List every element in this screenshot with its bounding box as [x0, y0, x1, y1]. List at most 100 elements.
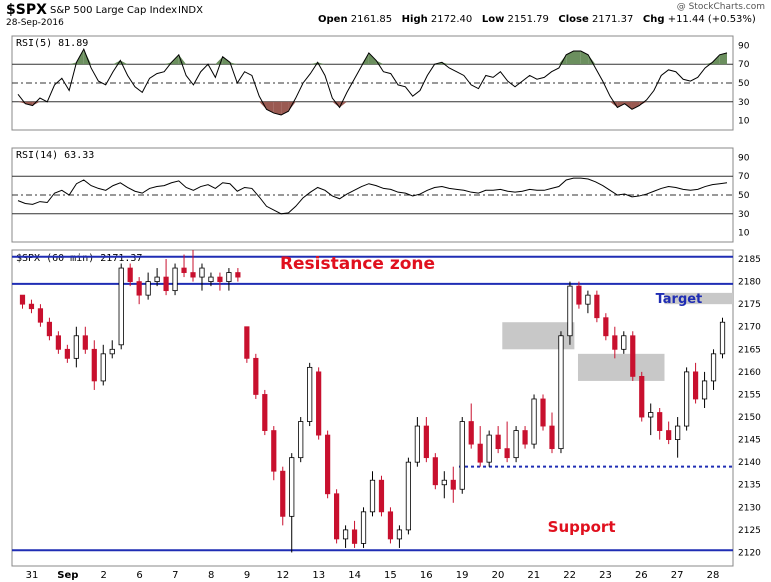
candle-body	[325, 434, 331, 495]
price-zone	[664, 292, 733, 305]
candle-body	[55, 335, 61, 350]
candle-body	[46, 321, 53, 337]
price-tick-label: 2135	[738, 481, 761, 491]
rsi5-tick-label: 50	[738, 79, 750, 89]
candle-body	[334, 493, 340, 540]
candle-body	[280, 470, 286, 517]
ohlc-readout: Open 2161.85 High 2172.40 Low 2151.79 Cl…	[318, 14, 756, 25]
rsi5-fill-over	[558, 54, 567, 65]
x-tick-label: 27	[671, 570, 684, 581]
rsi5-fill-under	[288, 101, 296, 112]
candle-body	[657, 412, 663, 431]
chg-value: +11.44 (+0.53%)	[667, 14, 756, 25]
x-tick-label: 2	[100, 570, 106, 581]
rsi5-fill-under	[18, 101, 26, 104]
chart-header: $SPX S&P 500 Large Cap Index INDX 28-Sep…	[0, 0, 771, 28]
candle-body	[684, 371, 690, 427]
price-title: $SPX (60 min) 2171.37	[16, 253, 142, 264]
candle-body	[163, 276, 169, 292]
rsi5-fill-over	[164, 62, 172, 65]
candle-body	[136, 281, 142, 296]
candle-body	[378, 479, 385, 513]
x-tick-label: 22	[563, 570, 576, 581]
price-panel: 2120 2125 2130 2135 2140 2145 2150 2155 2160 2165…	[11, 249, 761, 567]
rsi5-title: RSI(5) 81.89	[16, 38, 88, 49]
candle-body	[82, 335, 88, 350]
candle-body	[701, 380, 708, 400]
candle-body	[19, 294, 26, 305]
candle-body	[226, 272, 232, 283]
candle-body	[486, 434, 492, 463]
low-label: Low	[481, 14, 505, 25]
symbol: $SPX	[6, 2, 47, 18]
rsi5-fill-under	[332, 101, 340, 108]
candle-body	[351, 529, 358, 544]
rsi5-fill-under	[259, 101, 267, 110]
candle-body	[648, 412, 654, 418]
x-tick-label: 14	[348, 570, 361, 581]
candle-body	[28, 303, 35, 310]
rsi14-tick-label: 90	[738, 153, 750, 163]
candle-body	[73, 335, 79, 359]
rsi5-tick-label: 70	[738, 60, 750, 70]
close-label: Close	[558, 14, 589, 25]
price-zone	[577, 353, 665, 381]
candle-body	[558, 335, 564, 450]
open-label: Open	[318, 14, 348, 25]
open-value: 2161.85	[350, 14, 393, 25]
price-tick-label: 2180	[738, 278, 761, 288]
rsi14-tick-label: 30	[738, 210, 750, 220]
candle-body	[64, 348, 70, 359]
candle-body	[585, 294, 591, 305]
candle-body	[522, 430, 528, 445]
candle-body	[208, 276, 214, 283]
candle-body	[127, 267, 133, 282]
candle-body	[621, 335, 627, 350]
low-value: 2151.79	[507, 14, 549, 25]
candle-body	[710, 353, 717, 382]
candle-body	[540, 398, 546, 427]
price-tick-label: 2175	[738, 300, 761, 310]
rsi5-fill-over	[573, 51, 581, 65]
rsi5-fill-over	[178, 54, 187, 65]
candle-body	[271, 430, 277, 472]
price-frame	[11, 249, 734, 567]
x-tick-label: 31	[26, 570, 39, 581]
candle-body	[576, 285, 582, 305]
rsi14-panel: 10 30 50 70 90 RSI(14) 63.33	[11, 147, 750, 243]
close-value: 2171.37	[591, 14, 634, 25]
candle-body	[289, 457, 295, 517]
x-tick-label: 16	[420, 570, 433, 581]
rsi5-fill-under	[273, 101, 282, 115]
candle-body	[118, 267, 124, 346]
watermark: @ StockCharts.com	[676, 2, 765, 12]
x-tick-label: 20	[492, 570, 505, 581]
candle-body	[603, 317, 609, 337]
candle-body	[612, 335, 618, 350]
candle-body	[91, 348, 97, 382]
x-tick-label: 13	[312, 570, 325, 581]
price-tick-label: 2125	[738, 526, 761, 536]
annotation-target: Target	[656, 292, 703, 307]
x-tick-label: 21	[527, 570, 540, 581]
candle-body	[154, 276, 160, 283]
price-tick-label: 2150	[738, 413, 761, 423]
x-tick-label: 23	[599, 570, 612, 581]
candle-body	[504, 448, 510, 459]
candle-body	[405, 461, 411, 531]
candle-body	[675, 425, 681, 440]
rsi5-panel: 10 30 50 70 90 RSI(5) 81.89	[11, 35, 750, 131]
rsi5-fill-over	[588, 54, 596, 65]
candle-body	[719, 321, 726, 355]
date: 28-Sep-2016	[6, 18, 64, 28]
x-tick-label: 26	[635, 570, 648, 581]
price-tick-label: 2160	[738, 368, 761, 378]
x-tick-label: 15	[384, 570, 397, 581]
candle-body	[692, 371, 699, 400]
candle-body	[423, 425, 429, 459]
rsi5-tick-label: 30	[738, 98, 750, 108]
candle-body	[307, 366, 313, 422]
candle-body	[342, 529, 349, 540]
x-tick-label: 9	[244, 570, 250, 581]
